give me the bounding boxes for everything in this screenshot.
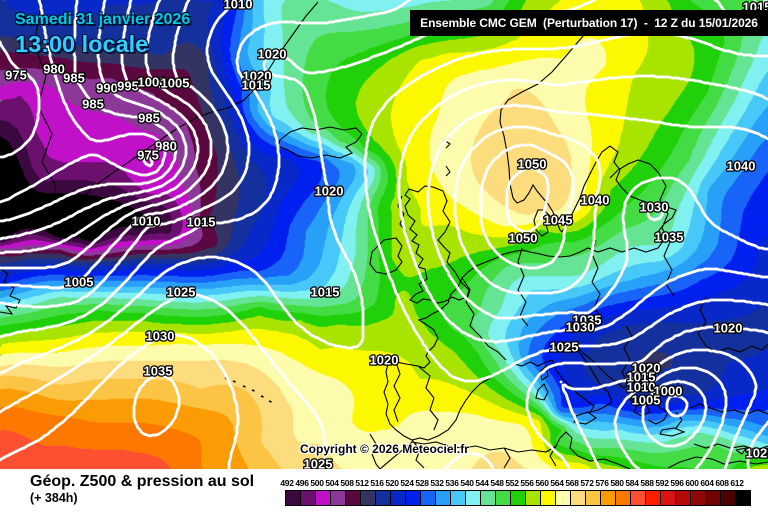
- svg-text:1005: 1005: [632, 393, 661, 408]
- svg-text:1025: 1025: [550, 340, 579, 355]
- svg-text:985: 985: [63, 71, 85, 86]
- svg-text:1015: 1015: [627, 370, 656, 385]
- svg-text:1050: 1050: [509, 231, 538, 246]
- svg-text:1000: 1000: [138, 75, 167, 90]
- svg-text:1020: 1020: [632, 361, 661, 376]
- svg-text:1045: 1045: [544, 213, 573, 228]
- svg-text:1030: 1030: [640, 200, 669, 215]
- svg-text:1020: 1020: [258, 47, 287, 62]
- svg-text:1030: 1030: [146, 329, 175, 344]
- svg-text:1020: 1020: [243, 69, 272, 84]
- svg-text:1020: 1020: [315, 184, 344, 199]
- svg-text:1025: 1025: [304, 457, 333, 470]
- svg-text:995: 995: [117, 79, 139, 94]
- svg-text:1015: 1015: [242, 78, 271, 93]
- svg-text:975: 975: [5, 68, 27, 83]
- svg-text:1035: 1035: [655, 230, 684, 245]
- svg-text:1025: 1025: [167, 285, 196, 300]
- svg-text:975: 975: [137, 148, 159, 163]
- svg-text:1035: 1035: [144, 364, 173, 379]
- svg-text:985: 985: [82, 97, 104, 112]
- svg-text:1010: 1010: [132, 214, 161, 229]
- svg-text:1010: 1010: [224, 0, 253, 12]
- svg-text:1040: 1040: [581, 193, 610, 208]
- svg-text:1050: 1050: [518, 157, 547, 172]
- svg-text:980: 980: [155, 139, 177, 154]
- svg-text:980: 980: [43, 62, 65, 77]
- svg-text:1005: 1005: [65, 275, 94, 290]
- svg-text:1010: 1010: [627, 380, 656, 395]
- svg-text:1000: 1000: [654, 384, 683, 399]
- svg-text:1020: 1020: [714, 321, 743, 336]
- svg-text:1040: 1040: [727, 159, 756, 174]
- svg-text:1020: 1020: [370, 353, 399, 368]
- svg-text:1005: 1005: [161, 76, 190, 91]
- svg-text:1015: 1015: [187, 215, 216, 230]
- svg-text:1035: 1035: [573, 313, 602, 328]
- svg-text:990: 990: [96, 81, 118, 96]
- svg-text:1030: 1030: [566, 320, 595, 335]
- svg-text:1025: 1025: [746, 446, 768, 461]
- svg-text:1015: 1015: [311, 285, 340, 300]
- svg-text:985: 985: [138, 111, 160, 126]
